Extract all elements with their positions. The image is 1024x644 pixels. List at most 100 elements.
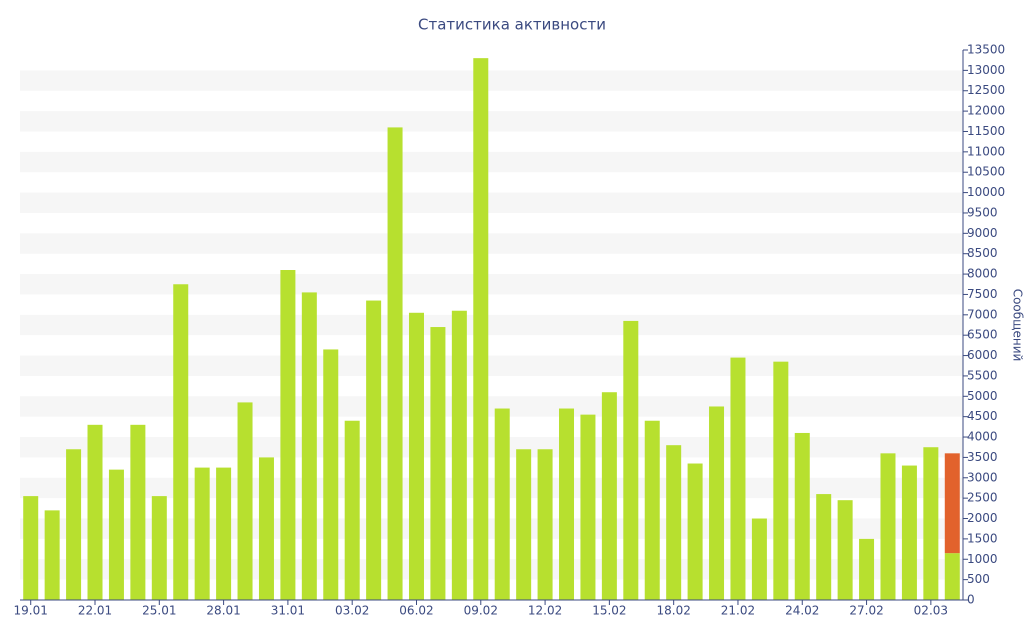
y-tick-label: 1000 [967,552,998,566]
y-tick-label: 4500 [967,409,998,423]
y-tick-label: 9000 [967,226,998,240]
bar [688,464,703,600]
y-tick-label: 11000 [967,144,1005,158]
bar [923,447,938,600]
y-tick-label: 3500 [967,450,998,464]
y-tick-label: 10500 [967,165,1005,179]
bar [773,362,788,600]
bar [88,425,103,600]
y-tick-label: 8500 [967,246,998,260]
bar [945,553,960,600]
y-tick-label: 5000 [967,389,998,403]
bar [752,519,767,600]
bar [23,496,38,600]
bar [495,409,510,600]
x-tick-label: 09.02 [464,604,498,618]
bar [859,539,874,600]
bar [945,453,960,553]
grid-band [20,233,963,253]
y-tick-label: 4000 [967,430,998,444]
bar [645,421,660,600]
y-tick-label: 1500 [967,531,998,545]
bar [559,409,574,600]
x-tick-label: 25.01 [142,604,176,618]
y-tick-label: 7500 [967,287,998,301]
y-tick-label: 10000 [967,185,1005,199]
bar [259,457,274,600]
bar [345,421,360,600]
x-tick-label: 03.02 [335,604,369,618]
bar [473,58,488,600]
bar [666,445,681,600]
x-tick-label: 02.03 [914,604,948,618]
x-tick-label: 24.02 [785,604,819,618]
bar [66,449,81,600]
y-tick-label: 2000 [967,511,998,525]
grid-band [20,111,963,131]
y-axis-label: Сообщений [1011,289,1024,362]
y-tick-label: 8000 [967,267,998,281]
y-tick-label: 12500 [967,83,1005,97]
bar [816,494,831,600]
x-tick-label: 12.02 [528,604,562,618]
bar [195,468,210,600]
bar [730,358,745,600]
bar [452,311,467,600]
bar [580,415,595,600]
x-tick-label: 27.02 [849,604,883,618]
chart-title: Статистика активности [418,16,606,34]
bar [238,402,253,600]
bar [280,270,295,600]
y-tick-label: 12000 [967,104,1005,118]
y-tick-label: 6000 [967,348,998,362]
grid-band [20,274,963,294]
bar [902,466,917,600]
bar [880,453,895,600]
bar [216,468,231,600]
bar [516,449,531,600]
bar [623,321,638,600]
bar [602,392,617,600]
bar [795,433,810,600]
x-tick-label: 15.02 [592,604,626,618]
bar [130,425,145,600]
x-tick-label: 21.02 [721,604,755,618]
bar [409,313,424,600]
y-tick-label: 11500 [967,124,1005,138]
x-tick-label: 28.01 [206,604,240,618]
bar [366,301,381,600]
x-tick-label: 19.01 [14,604,48,618]
bar [173,284,188,600]
bar [152,496,167,600]
y-tick-label: 0 [967,593,975,607]
y-tick-label: 5500 [967,368,998,382]
bar [709,406,724,600]
y-tick-label: 2500 [967,491,998,505]
x-tick-label: 31.01 [271,604,305,618]
x-tick-label: 22.01 [78,604,112,618]
y-tick-label: 500 [967,572,990,586]
bar [430,327,445,600]
bar [538,449,553,600]
grid-band [20,193,963,213]
x-tick-label: 18.02 [656,604,690,618]
bar [388,127,403,600]
y-tick-label: 3000 [967,470,998,484]
grid-band [20,315,963,335]
bar [323,349,338,600]
grid-band [20,70,963,90]
grid-band [20,356,963,376]
y-tick-label: 13000 [967,63,1005,77]
bar [45,510,60,600]
y-tick-label: 7000 [967,307,998,321]
x-tick-label: 06.02 [399,604,433,618]
grid-band [20,152,963,172]
bar [109,470,124,600]
grid-band [20,396,963,416]
y-tick-label: 6500 [967,328,998,342]
grid-band [20,437,963,457]
y-tick-label: 13500 [967,43,1005,57]
bar [838,500,853,600]
bar [302,292,317,600]
